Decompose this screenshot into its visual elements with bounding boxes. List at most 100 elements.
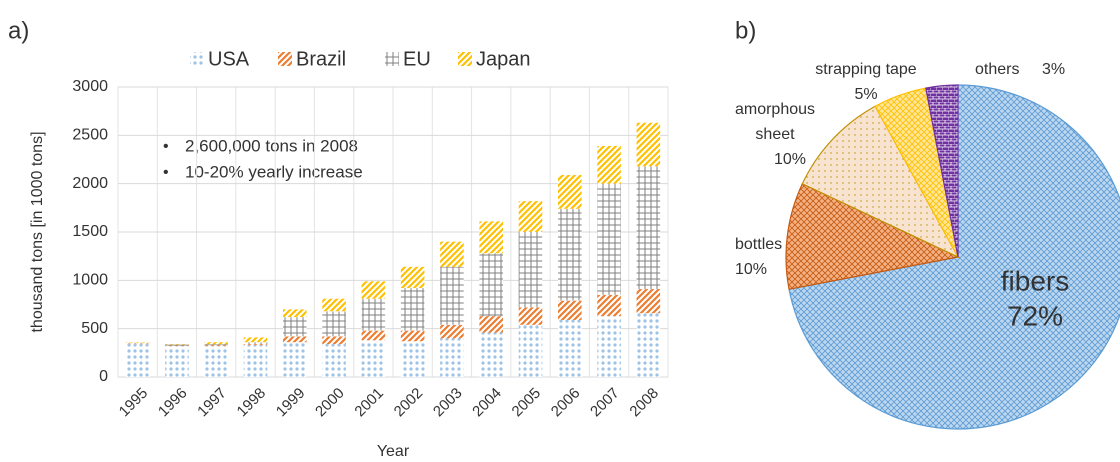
bar-segment xyxy=(165,346,189,377)
annotation: 2,600,000 tons in 2008 xyxy=(185,136,358,155)
legend-label: Japan xyxy=(476,48,531,70)
legend-swatch xyxy=(385,52,399,66)
bar-segment xyxy=(243,337,268,343)
bar-segment xyxy=(518,232,543,308)
y-tick-label: 3000 xyxy=(72,78,108,95)
x-tick-label: 1996 xyxy=(155,385,191,421)
bar-segment xyxy=(361,298,386,331)
bar-segment xyxy=(558,174,582,209)
y-tick-label: 0 xyxy=(99,368,108,385)
bar-segment xyxy=(479,221,503,254)
bar-segment xyxy=(322,298,346,312)
x-tick-label: 2002 xyxy=(391,385,427,421)
x-tick-label: 2000 xyxy=(312,385,348,421)
legend-swatch xyxy=(278,52,292,66)
bar-segment xyxy=(400,330,425,342)
legend-swatch xyxy=(190,52,204,66)
bar-segment xyxy=(243,342,268,345)
bar-segment xyxy=(440,241,464,267)
x-tick-label: 1995 xyxy=(116,385,152,421)
bar-segment xyxy=(597,145,621,184)
pie-slice xyxy=(788,84,1120,430)
legend-label: USA xyxy=(208,48,250,70)
pie-slice xyxy=(801,105,960,259)
bullet: • xyxy=(163,138,169,155)
bar-segment xyxy=(361,330,386,341)
bar-segment xyxy=(361,281,386,299)
bar-segment xyxy=(283,309,307,318)
slice-value: 72% xyxy=(1007,300,1063,331)
label-line: amorphous xyxy=(735,101,815,118)
bar-segment xyxy=(558,319,582,377)
y-tick-label: 2000 xyxy=(72,175,108,192)
bar-segment xyxy=(440,324,464,339)
bar-segment xyxy=(479,316,503,333)
bar-segment xyxy=(283,336,307,343)
bar-segment xyxy=(518,307,543,325)
slice-value: 10% xyxy=(774,151,806,168)
panel-label: b) xyxy=(735,17,756,44)
legend-label: Brazil xyxy=(296,48,346,70)
legend-swatch xyxy=(458,52,472,66)
bar-segment xyxy=(361,340,386,377)
slice-label: bottles xyxy=(735,236,782,253)
bar-segment xyxy=(636,122,661,167)
y-tick-label: 1500 xyxy=(72,223,108,240)
bar-segment xyxy=(440,338,464,377)
bar-segment xyxy=(597,294,621,317)
bar-segment xyxy=(165,344,189,346)
x-tick-label: 2003 xyxy=(430,385,466,421)
x-tick-label: 2007 xyxy=(587,385,623,421)
bar-segment xyxy=(204,345,228,347)
bar-segment xyxy=(125,344,150,377)
slice-label: strapping tape xyxy=(815,61,917,78)
x-axis-title: Year xyxy=(377,443,410,460)
x-tick-label: 2006 xyxy=(548,385,584,421)
bar-segment xyxy=(322,336,346,345)
bar-segment xyxy=(125,342,150,344)
bar-segment xyxy=(322,311,346,337)
bar-segment xyxy=(518,324,543,377)
pie-slice xyxy=(785,182,960,290)
x-tick-label: 1998 xyxy=(234,385,270,421)
x-tick-label: 1997 xyxy=(194,385,230,421)
bar-segment xyxy=(440,266,464,325)
slice-value: 5% xyxy=(854,86,877,103)
bar-segment xyxy=(204,344,228,346)
bar-segment xyxy=(243,344,268,346)
bar-segment xyxy=(558,300,582,320)
legend-label: EU xyxy=(403,48,431,70)
y-tick-label: 500 xyxy=(81,320,108,337)
bar-segment xyxy=(636,166,661,290)
bar-segment xyxy=(400,266,425,289)
bar-segment xyxy=(283,342,307,377)
slice-label: fibers xyxy=(1001,265,1069,296)
bar-segment xyxy=(479,332,503,377)
slice-value: 3% xyxy=(1042,61,1065,78)
x-tick-label: 2004 xyxy=(469,385,505,421)
x-tick-label: 2001 xyxy=(351,385,387,421)
bar-segment xyxy=(636,289,661,314)
bar-segment xyxy=(283,317,307,337)
bullet: • xyxy=(163,164,169,181)
bar-segment xyxy=(322,344,346,377)
panel-label: a) xyxy=(8,17,29,44)
label-line: sheet xyxy=(755,126,795,143)
pie-slice xyxy=(925,84,959,258)
bar-segment xyxy=(204,342,228,345)
slice-label: amorphous sheet xyxy=(735,101,815,143)
x-tick-label: 1999 xyxy=(273,385,309,421)
bar-segment xyxy=(243,345,268,377)
bar-segment xyxy=(558,208,582,301)
bar-segment xyxy=(479,253,503,317)
bar-segment xyxy=(204,346,228,377)
y-axis-title: thousand tons [in 1000 tons] xyxy=(29,131,46,332)
x-tick-label: 2008 xyxy=(626,385,662,421)
bar-segment xyxy=(400,341,425,377)
slice-value: 10% xyxy=(735,261,767,278)
x-tick-label: 2005 xyxy=(509,385,545,421)
bar-segment xyxy=(597,316,621,377)
annotation: 10-20% yearly increase xyxy=(185,162,363,181)
y-tick-label: 1000 xyxy=(72,272,108,289)
